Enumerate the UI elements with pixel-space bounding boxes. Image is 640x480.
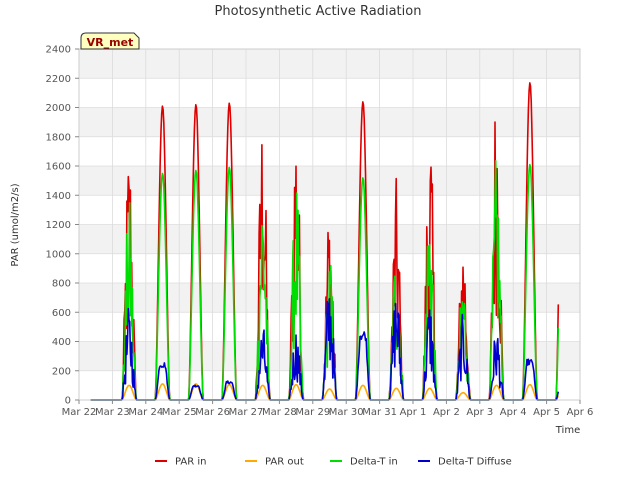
x-tick-label: Apr 4 <box>500 407 527 418</box>
y-tick-label: 1600 <box>46 162 71 173</box>
y-tick-label: 600 <box>52 308 71 319</box>
x-tick-label: Mar 30 <box>329 407 364 418</box>
y-tick-label: 1400 <box>46 191 71 202</box>
legend-label: PAR out <box>265 457 304 468</box>
x-tick-label: Mar 27 <box>229 407 264 418</box>
plot-band <box>79 136 580 166</box>
plot-band <box>79 166 580 196</box>
x-tick-label: Apr 3 <box>466 407 493 418</box>
y-tick-label: 2200 <box>46 74 71 85</box>
chart-title: Photosynthetic Active Radiation <box>215 4 422 19</box>
x-tick-label: Mar 23 <box>95 407 130 418</box>
x-tick-label: Mar 24 <box>128 407 163 418</box>
x-tick-label: Apr 6 <box>567 407 594 418</box>
y-tick-label: 2400 <box>46 45 71 56</box>
axes <box>75 48 581 404</box>
x-axis-label: Time <box>555 425 580 436</box>
x-tick-label: Mar 25 <box>162 407 197 418</box>
plot-band <box>79 370 580 400</box>
legend-label: PAR in <box>175 457 206 468</box>
y-tick-label: 400 <box>52 337 71 348</box>
x-tick-label: Apr 1 <box>400 407 427 418</box>
plot-band <box>79 107 580 137</box>
vr-met-badge: VR_met <box>80 32 140 50</box>
plot-band <box>79 49 580 79</box>
plot-band <box>79 195 580 225</box>
x-tick-label: Mar 28 <box>262 407 297 418</box>
legend-label: Delta-T in <box>350 457 398 468</box>
legend-label: Delta-T Diffuse <box>438 457 512 468</box>
y-tick-labels: 0 200 400 600 800 1000 1200 1400 1600 1800 2000 220… <box>46 45 71 407</box>
x-tick-label: Mar 31 <box>362 407 397 418</box>
x-tick-label: Apr 2 <box>433 407 460 418</box>
badge-label: VR_met <box>87 36 134 49</box>
y-axis-label: PAR (umol/m2/s) <box>10 183 21 266</box>
y-tick-label: 0 <box>65 396 71 407</box>
y-tick-label: 1800 <box>46 132 71 143</box>
y-tick-label: 800 <box>52 279 71 290</box>
y-tick-label: 200 <box>52 366 71 377</box>
plot-band <box>79 78 580 108</box>
legend: PAR in PAR out Delta-T in Delta-T Diffuse <box>155 457 512 468</box>
x-tick-label: Mar 26 <box>195 407 230 418</box>
x-tick-label: Mar 22 <box>62 407 97 418</box>
x-tick-label: Apr 5 <box>533 407 560 418</box>
y-tick-label: 1000 <box>46 249 71 260</box>
y-tick-label: 2000 <box>46 103 71 114</box>
y-tick-label: 1200 <box>46 220 71 231</box>
x-tick-label: Mar 29 <box>295 407 330 418</box>
